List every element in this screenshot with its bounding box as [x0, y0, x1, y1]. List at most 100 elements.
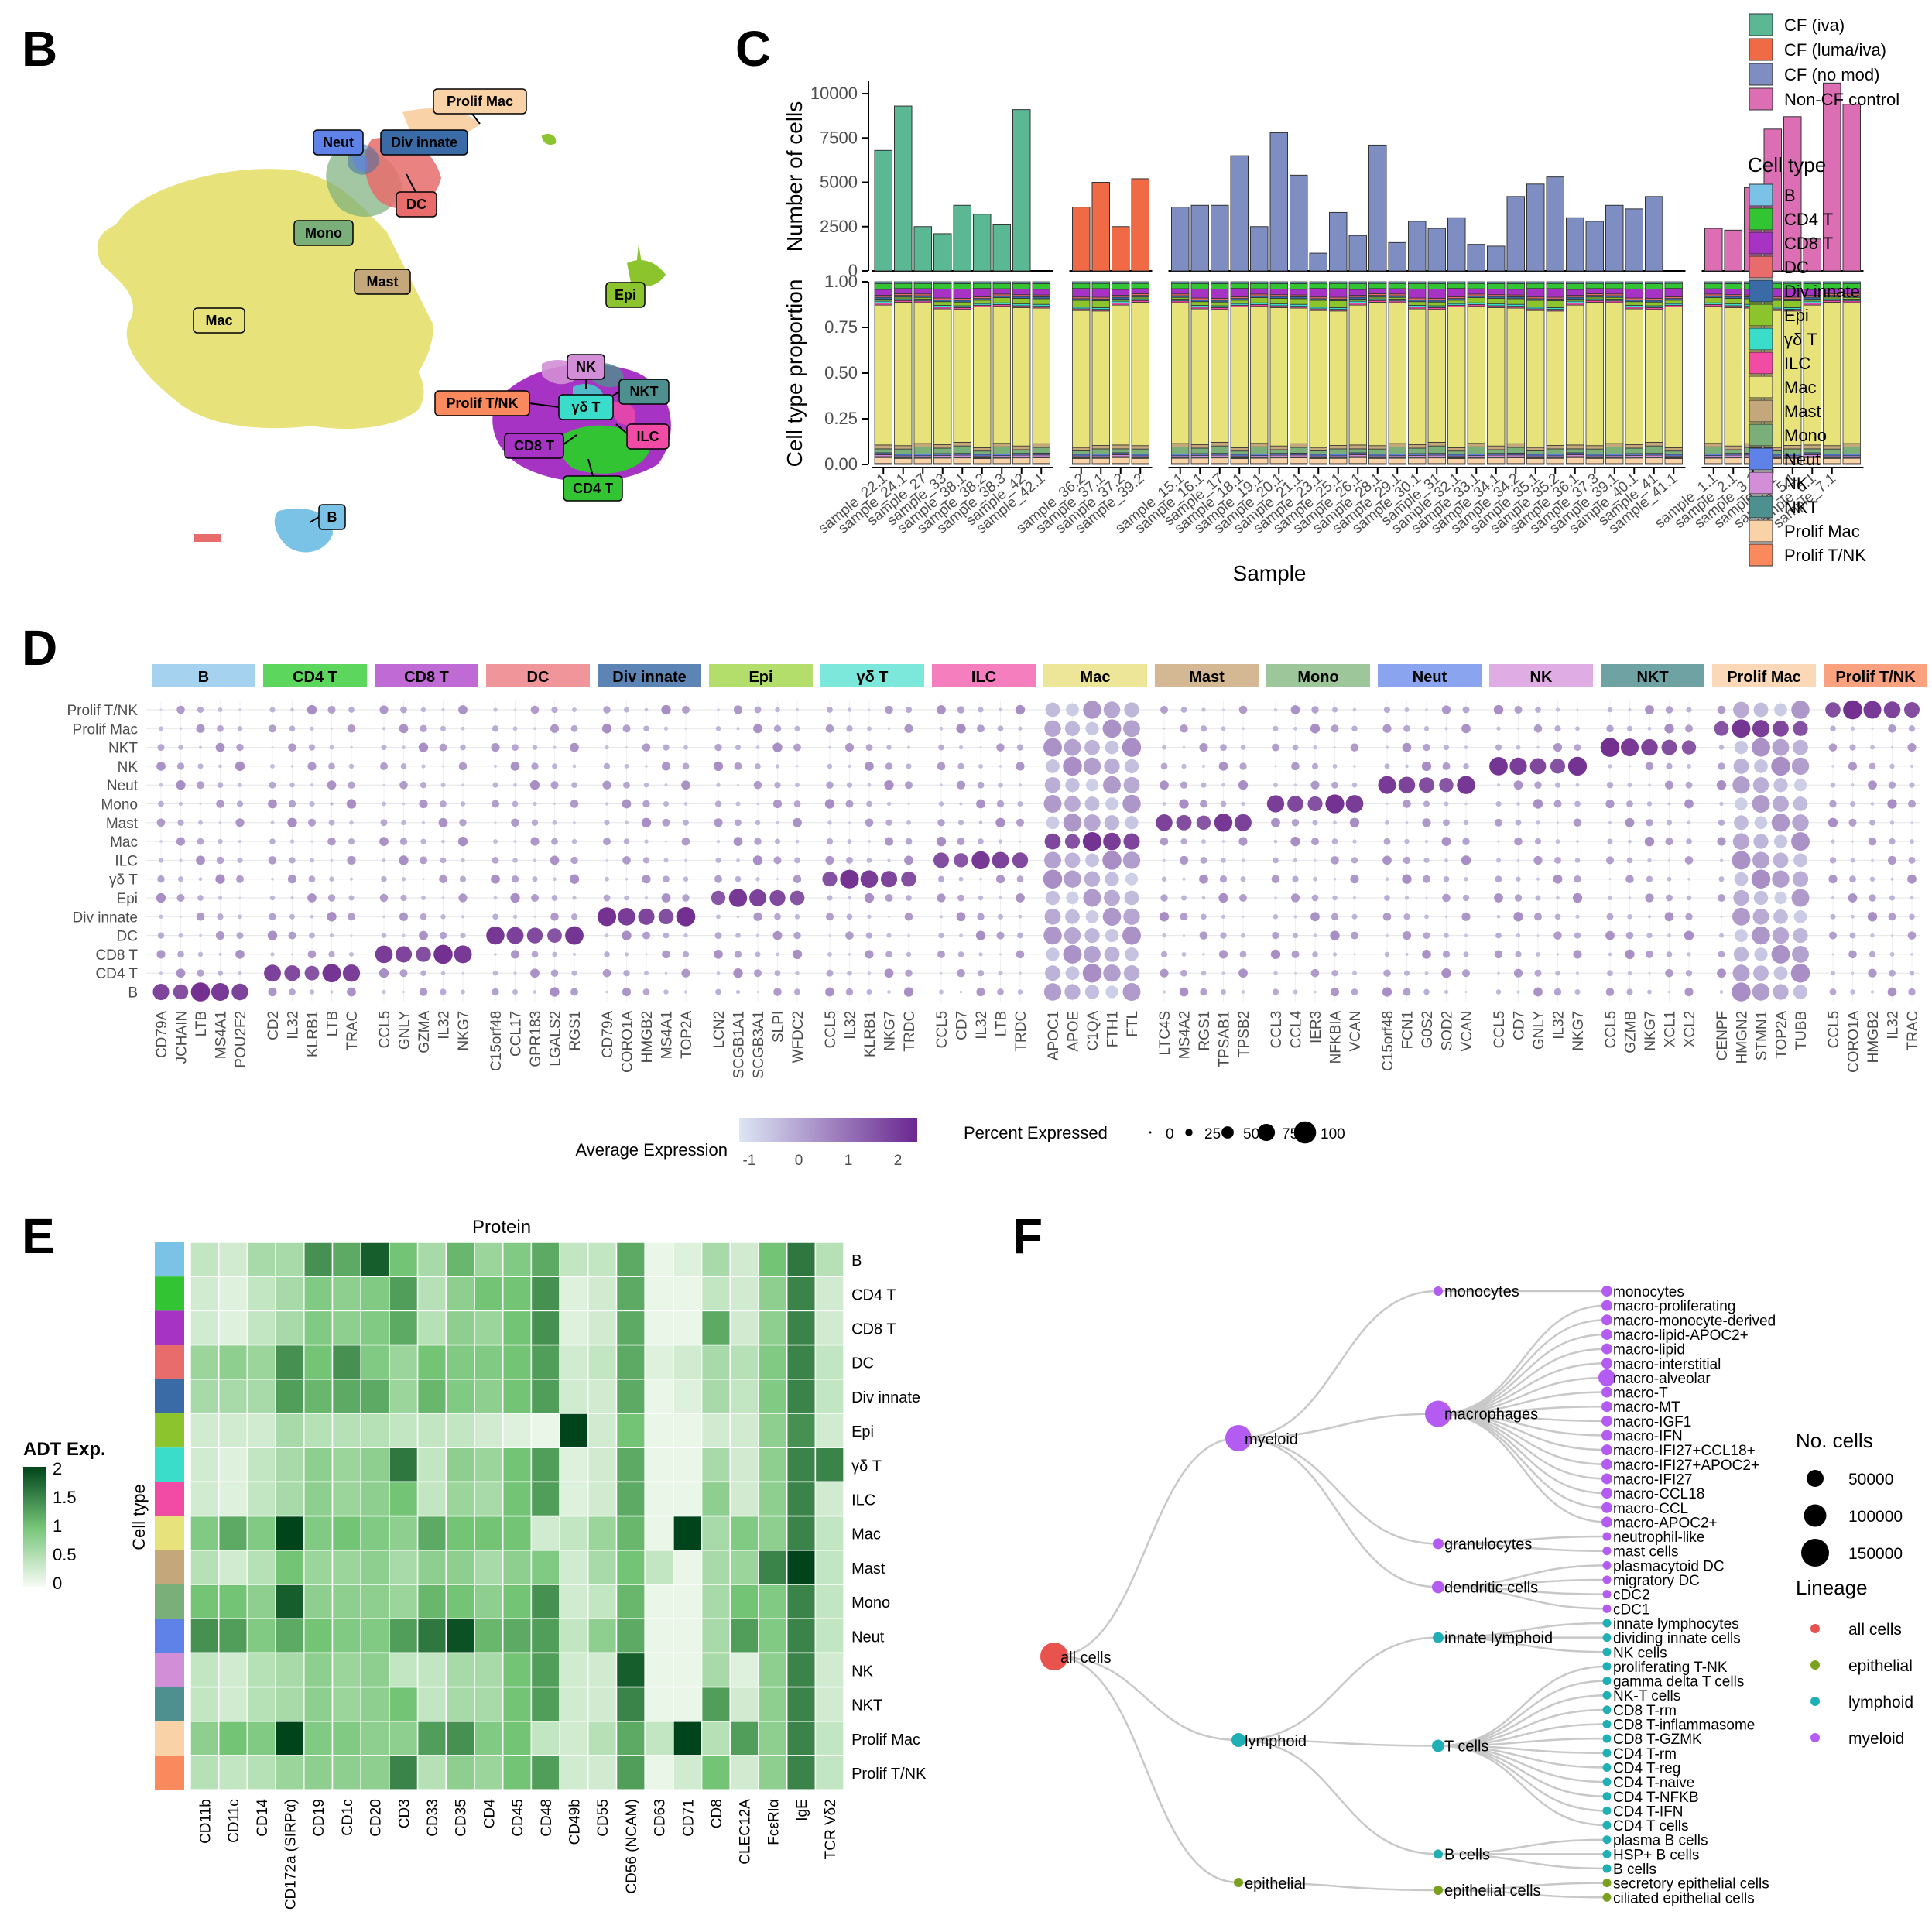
- d-group-header: [1043, 664, 1147, 687]
- d-dot: [1444, 858, 1448, 862]
- d-dot: [217, 782, 224, 789]
- d-dot: [1292, 875, 1299, 882]
- e-cell: [275, 1550, 305, 1585]
- e-cell: [615, 1652, 646, 1688]
- c-bot-segment: [933, 447, 952, 454]
- e-cell: [331, 1721, 361, 1756]
- c-bot-segment: [1171, 302, 1190, 444]
- d-dot: [1664, 912, 1674, 922]
- d-dot: [552, 951, 557, 957]
- d-dot: [152, 983, 170, 1001]
- d-dot: [402, 991, 405, 993]
- c-bot-segment: [913, 447, 932, 454]
- d-gene-label: FTH1: [1105, 1011, 1122, 1048]
- c-bot-segment: [1290, 298, 1308, 305]
- e-cell: [445, 1618, 475, 1654]
- f-leaf: [1601, 1516, 1612, 1528]
- e-cell: [644, 1721, 674, 1756]
- d-dot: [775, 764, 780, 769]
- f-node: [1225, 1425, 1252, 1451]
- d-dot: [776, 878, 779, 881]
- d-dot: [1179, 987, 1189, 997]
- d-dot: [1221, 840, 1225, 843]
- c-bot-segment: [973, 288, 992, 297]
- d-dot: [1018, 783, 1023, 787]
- f-leaf-label: macro-monocyte-derived: [1613, 1313, 1776, 1329]
- d-dot: [1064, 796, 1081, 812]
- e-cell: [474, 1721, 504, 1756]
- d-dot: [1066, 891, 1079, 905]
- d-gene-label: NKG7: [456, 1011, 472, 1051]
- d-dot: [938, 801, 944, 807]
- e-cell: [416, 1618, 447, 1654]
- d-group-header: [1155, 664, 1259, 687]
- d-dot: [1647, 726, 1652, 731]
- c-bot-segment: [1250, 281, 1269, 284]
- e-cell: [416, 1242, 447, 1277]
- e-cell: [474, 1276, 504, 1312]
- d-dot: [264, 964, 281, 982]
- c-bot-segment: [1704, 288, 1723, 295]
- f-node: [1432, 1581, 1444, 1594]
- d-dot: [1572, 892, 1583, 903]
- d-dot: [1668, 858, 1670, 862]
- e-cell: [729, 1242, 759, 1277]
- d-dot: [683, 933, 688, 938]
- d-dot: [1550, 759, 1566, 774]
- c-top-bar: [1467, 244, 1485, 272]
- d-dot: [1863, 701, 1882, 719]
- d-dot: [510, 892, 520, 903]
- d-dot: [1773, 909, 1788, 924]
- d-dot: [304, 965, 320, 981]
- d-dot: [957, 762, 964, 770]
- f-edge: [1437, 1586, 1608, 1610]
- c-bot-segment: [1408, 283, 1427, 289]
- d-dot: [288, 931, 296, 940]
- d-dot: [379, 968, 389, 978]
- d-dot: [492, 988, 499, 996]
- e-cell: [360, 1515, 390, 1551]
- d-dot: [420, 970, 426, 977]
- c-bot-segment: [1526, 450, 1545, 455]
- f-leaf: [1602, 1749, 1612, 1758]
- e-cell: [673, 1618, 703, 1654]
- f-leaf-label: secretory epithelial cells: [1613, 1876, 1769, 1893]
- d-row-label: Mast: [106, 816, 139, 832]
- f-leaf-label: NK-T cells: [1613, 1688, 1680, 1704]
- c-top-bar: [874, 149, 892, 272]
- d-dot: [399, 969, 408, 978]
- d-dot: [1122, 851, 1141, 869]
- d-dot: [1793, 853, 1807, 868]
- f-edge: [1437, 1319, 1608, 1415]
- c-bot-segment: [1427, 309, 1446, 443]
- c-bot-segment: [1250, 306, 1269, 444]
- d-dot: [1888, 781, 1896, 789]
- d-dot: [1514, 894, 1523, 902]
- d-dot: [270, 763, 275, 769]
- d-dot: [1608, 896, 1612, 900]
- c-bot-segment: [1190, 283, 1209, 289]
- d-dot: [1719, 990, 1724, 994]
- d-dot: [231, 983, 248, 1001]
- d-dot: [1464, 745, 1468, 749]
- d-dot: [400, 894, 407, 902]
- d-gene-label: NKG7: [882, 1011, 899, 1051]
- d-dot: [792, 949, 803, 960]
- d-dot: [1160, 894, 1168, 902]
- d-dot: [199, 933, 202, 937]
- c-bot-segment: [1408, 301, 1427, 306]
- d-dot: [1403, 724, 1410, 732]
- d-dot: [494, 953, 497, 956]
- e-cell: [814, 1310, 844, 1346]
- d-dot: [884, 780, 894, 790]
- c-top-bar: [1803, 238, 1821, 272]
- d-dot: [1887, 799, 1897, 809]
- c-bot-segment: [1032, 298, 1050, 305]
- e-cell: [673, 1379, 703, 1414]
- d-dot: [1889, 895, 1896, 901]
- d-dot: [530, 705, 540, 714]
- e-cell: [474, 1550, 504, 1585]
- e-cell: [729, 1447, 759, 1483]
- d-dot: [1684, 930, 1694, 940]
- c-bot-segment: [1388, 457, 1406, 464]
